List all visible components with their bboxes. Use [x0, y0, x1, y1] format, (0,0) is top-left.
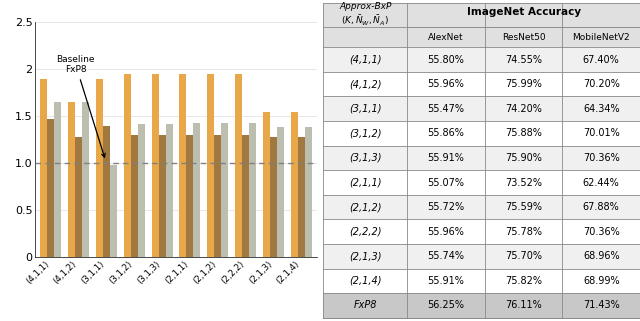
Text: (2,1,4): (2,1,4)	[349, 276, 381, 286]
Text: (3,1,1): (3,1,1)	[349, 104, 381, 114]
Text: 74.20%: 74.20%	[505, 104, 542, 114]
Bar	[138, 124, 145, 257]
Bar	[323, 96, 640, 121]
Bar	[305, 127, 312, 257]
Bar	[96, 79, 103, 257]
Bar	[407, 3, 640, 27]
Bar	[193, 123, 200, 257]
Bar	[159, 135, 166, 257]
Text: (2,1,3): (2,1,3)	[349, 251, 381, 261]
Text: 73.52%: 73.52%	[505, 178, 542, 187]
Bar	[249, 123, 256, 257]
Bar	[291, 111, 298, 257]
Text: 70.20%: 70.20%	[583, 79, 620, 89]
Bar	[131, 135, 138, 257]
Text: (3,1,3): (3,1,3)	[349, 153, 381, 163]
Bar	[110, 165, 116, 257]
Bar	[263, 111, 270, 257]
Text: 75.82%: 75.82%	[505, 276, 542, 286]
Bar	[323, 220, 640, 244]
Text: 55.47%: 55.47%	[428, 104, 465, 114]
Text: 55.91%: 55.91%	[428, 153, 465, 163]
Bar	[40, 79, 47, 257]
Bar	[563, 27, 640, 47]
Text: MobileNetV2: MobileNetV2	[572, 32, 630, 41]
Text: 55.86%: 55.86%	[428, 128, 465, 138]
Bar	[47, 119, 54, 257]
Bar	[323, 47, 640, 72]
Text: 67.88%: 67.88%	[583, 202, 620, 212]
Text: FxP8: FxP8	[353, 300, 377, 310]
Text: 55.96%: 55.96%	[428, 227, 465, 237]
Text: 75.78%: 75.78%	[505, 227, 542, 237]
Text: 76.11%: 76.11%	[505, 300, 542, 310]
Text: (2,1,2): (2,1,2)	[349, 202, 381, 212]
Bar	[152, 74, 159, 257]
Bar	[124, 74, 131, 257]
Bar	[166, 124, 173, 257]
Text: (4,1,2): (4,1,2)	[349, 79, 381, 89]
Text: 67.40%: 67.40%	[583, 55, 620, 65]
Text: 55.74%: 55.74%	[428, 251, 465, 261]
Text: 70.01%: 70.01%	[583, 128, 620, 138]
Bar	[484, 27, 563, 47]
Text: (2,1,1): (2,1,1)	[349, 178, 381, 187]
Text: 55.07%: 55.07%	[428, 178, 465, 187]
Text: (4,1,1): (4,1,1)	[349, 55, 381, 65]
Text: Approx-BxP
$(K, \bar{N}_W, \bar{N}_A)$: Approx-BxP $(K, \bar{N}_W, \bar{N}_A)$	[339, 2, 392, 28]
Bar	[236, 74, 242, 257]
Bar	[323, 72, 640, 96]
Bar	[323, 27, 407, 47]
Text: 56.25%: 56.25%	[428, 300, 465, 310]
Bar	[54, 102, 61, 257]
Text: 74.55%: 74.55%	[505, 55, 542, 65]
Text: Baseline
FxP8: Baseline FxP8	[56, 55, 105, 157]
Bar	[323, 195, 640, 220]
Bar	[82, 102, 89, 257]
Bar	[323, 269, 640, 293]
Text: 75.90%: 75.90%	[505, 153, 542, 163]
Text: 55.80%: 55.80%	[428, 55, 465, 65]
Bar	[207, 74, 214, 257]
Text: ImageNet Accuracy: ImageNet Accuracy	[467, 7, 580, 17]
Text: 75.99%: 75.99%	[505, 79, 542, 89]
Bar	[298, 137, 305, 257]
Bar	[407, 27, 484, 47]
Bar	[323, 293, 640, 318]
Bar	[270, 137, 277, 257]
Text: 68.96%: 68.96%	[583, 251, 620, 261]
Text: 75.70%: 75.70%	[505, 251, 542, 261]
Text: (3,1,2): (3,1,2)	[349, 128, 381, 138]
Bar	[323, 170, 640, 195]
Bar	[277, 127, 284, 257]
Bar	[75, 137, 82, 257]
Text: 68.99%: 68.99%	[583, 276, 620, 286]
Bar	[323, 121, 640, 146]
Text: 62.44%: 62.44%	[583, 178, 620, 187]
Text: ResNet50: ResNet50	[502, 32, 545, 41]
Bar	[186, 135, 193, 257]
Bar	[221, 123, 228, 257]
Bar	[323, 244, 640, 269]
Text: 55.96%: 55.96%	[428, 79, 465, 89]
Text: 71.43%: 71.43%	[583, 300, 620, 310]
Bar	[103, 126, 110, 257]
Text: AlexNet: AlexNet	[428, 32, 464, 41]
Bar	[242, 135, 249, 257]
Text: 64.34%: 64.34%	[583, 104, 620, 114]
Bar	[68, 102, 75, 257]
Text: 55.91%: 55.91%	[428, 276, 465, 286]
Text: 70.36%: 70.36%	[583, 153, 620, 163]
Bar	[179, 74, 186, 257]
Text: 75.59%: 75.59%	[505, 202, 542, 212]
Text: 70.36%: 70.36%	[583, 227, 620, 237]
Bar	[323, 3, 407, 27]
Text: (2,2,2): (2,2,2)	[349, 227, 381, 237]
Bar	[214, 135, 221, 257]
Text: 75.88%: 75.88%	[505, 128, 542, 138]
Bar	[323, 146, 640, 170]
Text: 55.72%: 55.72%	[428, 202, 465, 212]
